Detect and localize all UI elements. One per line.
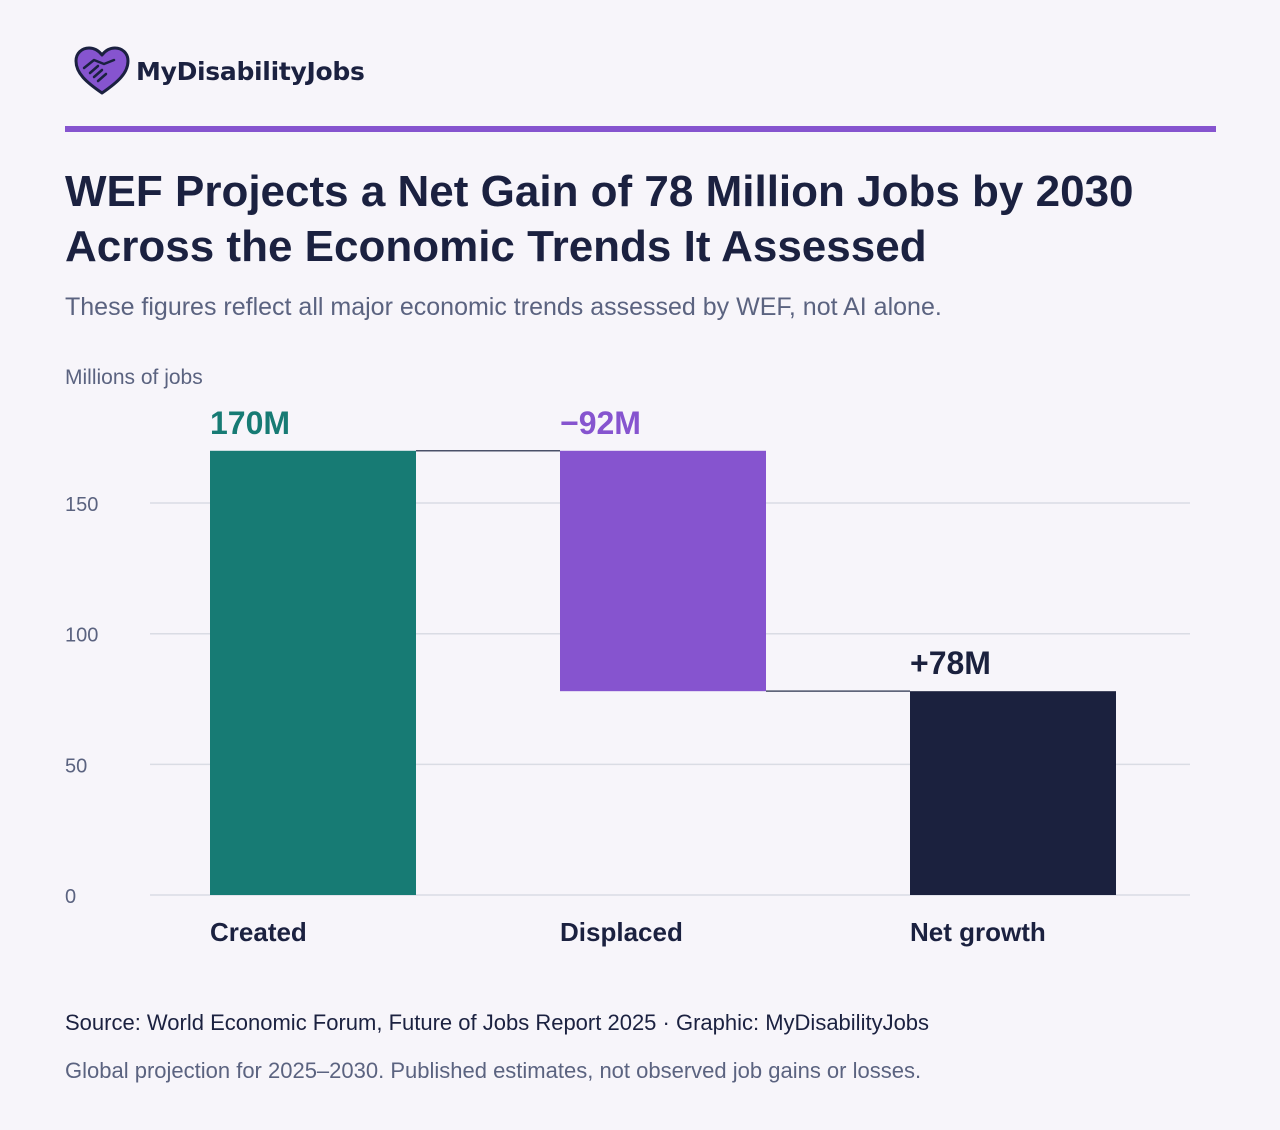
y-tick-label: 150 xyxy=(65,494,98,516)
heart-handshake-icon xyxy=(74,46,130,95)
category-label: Created xyxy=(210,917,307,947)
footnote: Global projection for 2025–2030. Publish… xyxy=(65,1058,922,1083)
data-label: +78M xyxy=(910,645,991,681)
waterfall-chart: 0 50 100 150 170M Created −92M Displaced +78M Net… xyxy=(65,405,1190,947)
y-axis-label: Millions of jobs xyxy=(65,366,203,389)
category-label: Displaced xyxy=(560,917,683,947)
y-tick-label: 100 xyxy=(65,625,98,647)
y-tick-label: 0 xyxy=(65,886,76,908)
chart-subtitle: These figures reflect all major economic… xyxy=(65,293,942,321)
chart-title: WEF Projects a Net Gain of 78 Million Jo… xyxy=(65,167,1134,271)
brand-name: MyDisabilityJobs xyxy=(136,56,365,86)
data-label: 170M xyxy=(210,405,290,441)
brand-logo: MyDisabilityJobs xyxy=(74,46,365,96)
header-divider xyxy=(65,126,1216,132)
bar-net-growth xyxy=(910,691,1116,895)
y-tick-label: 50 xyxy=(65,755,87,777)
bar-created xyxy=(210,450,416,895)
source-line: Source: World Economic Forum, Future of … xyxy=(65,1010,930,1035)
bar-displaced xyxy=(560,450,766,692)
category-label: Net growth xyxy=(910,917,1046,947)
data-label: −92M xyxy=(560,405,641,441)
